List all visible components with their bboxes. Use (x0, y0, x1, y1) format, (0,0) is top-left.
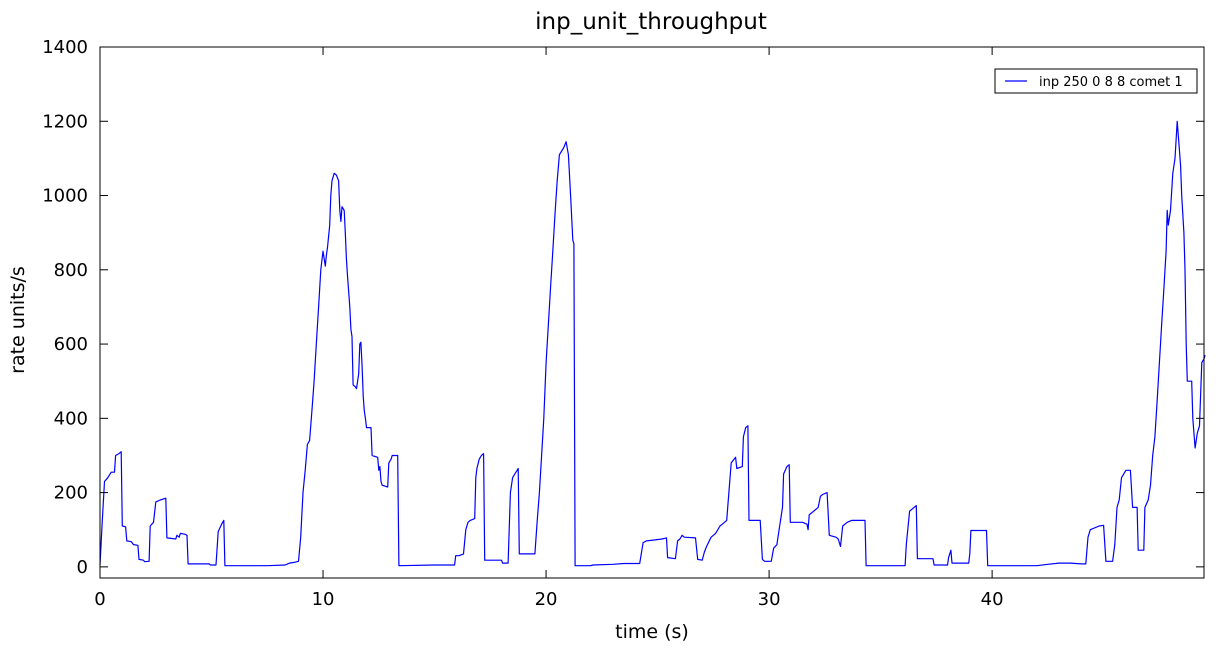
y-tick-label: 1200 (42, 111, 88, 132)
x-axis-label: time (s) (615, 621, 689, 643)
chart-title: inp_unit_throughput (535, 9, 767, 35)
x-tick-label: 0 (94, 589, 105, 610)
y-tick-label: 1000 (42, 186, 88, 207)
x-tick-label: 20 (535, 589, 558, 610)
series-layer (99, 120, 1206, 567)
y-tick-label: 0 (77, 557, 88, 578)
legend-label: inp 250 0 8 8 comet 1 (1039, 75, 1183, 90)
y-tick-label: 200 (54, 483, 88, 504)
y-tick-label: 800 (54, 260, 88, 281)
legend-box (994, 68, 1198, 94)
plot-frame (99, 46, 1205, 579)
y-tick-label: 1400 (42, 37, 88, 58)
x-tick-label: 40 (981, 589, 1004, 610)
x-tick-label: 30 (758, 589, 781, 610)
y-axis-label: rate units/s (7, 266, 29, 374)
y-tick-label: 400 (54, 408, 88, 429)
x-axis: 0 10 20 30 40 (94, 47, 1004, 610)
plot-area (100, 47, 1204, 578)
legend: inp 250 0 8 8 comet 1 (994, 68, 1198, 94)
series-line-0 (99, 120, 1206, 567)
y-tick-label: 600 (54, 334, 88, 355)
y-axis: 0 200 400 600 800 1000 1200 1400 (42, 37, 1204, 578)
x-tick-label: 10 (312, 589, 335, 610)
